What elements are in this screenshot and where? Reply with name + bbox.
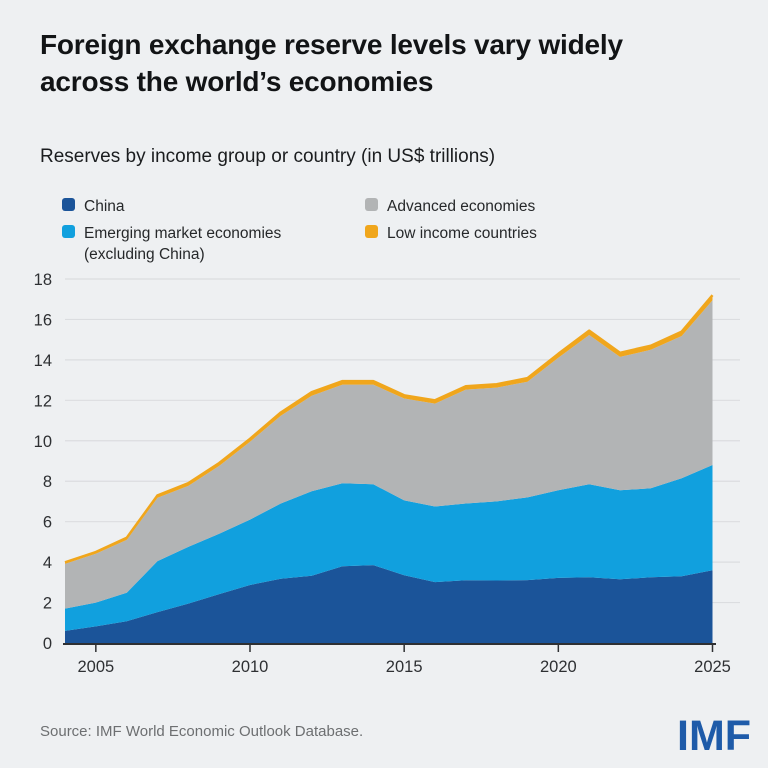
y-tick-label-2: 2: [43, 595, 52, 613]
x-tick-label-2020: 2020: [540, 658, 577, 676]
y-tick-label-8: 8: [43, 473, 52, 491]
source-note: Source: IMF World Economic Outlook Datab…: [40, 723, 364, 740]
y-tick-label-14: 14: [34, 352, 52, 370]
y-tick-label-0: 0: [43, 635, 52, 653]
emerging-markets-legend-swatch: [62, 225, 75, 238]
legend-label: Low income countries: [387, 225, 537, 242]
legend-item-advanced-economies: Advanced economies: [365, 196, 535, 217]
reserves-stacked-area-chart: 2005 2010 2015 2020 2025 0 2 4 6 8 10 12 14 16 18: [34, 271, 740, 676]
x-tick-label-2010: 2010: [232, 658, 269, 676]
legend-item-low-income-countries: Low income countries: [365, 223, 537, 244]
x-tick-label-2015: 2015: [386, 658, 423, 676]
y-tick-label-4: 4: [43, 554, 52, 572]
legend-item-emerging-markets: Emerging market economies (excluding Chi…: [62, 223, 324, 265]
x-tick-label-2025: 2025: [694, 658, 731, 676]
area-emerging-market: [65, 465, 713, 631]
page-title: Foreign exchange reserve levels vary wid…: [40, 29, 623, 97]
y-tick-label-18: 18: [34, 271, 52, 289]
china-legend-swatch: [62, 198, 75, 211]
y-tick-label-10: 10: [34, 433, 52, 451]
y-tick-label-6: 6: [43, 514, 52, 532]
legend-label: Advanced economies: [387, 198, 536, 215]
chart-subtitle: Reserves by income group or country (in …: [40, 146, 496, 167]
area-china: [65, 565, 713, 643]
legend-label: Emerging market economies (excluding Chi…: [84, 225, 282, 263]
advanced-economies-legend-swatch: [365, 198, 378, 211]
low-income-countries-legend-swatch: [365, 225, 378, 238]
total-reserves-line: [64, 294, 714, 564]
area-advanced-economies: [65, 300, 713, 609]
imf-logo: IMF: [677, 712, 752, 760]
legend-item-china: China: [62, 196, 125, 217]
y-tick-label-16: 16: [34, 311, 52, 329]
legend-label: China: [84, 198, 125, 215]
x-tick-label-2005: 2005: [77, 658, 114, 676]
area-low-income: [65, 295, 713, 564]
y-tick-label-12: 12: [34, 392, 52, 410]
